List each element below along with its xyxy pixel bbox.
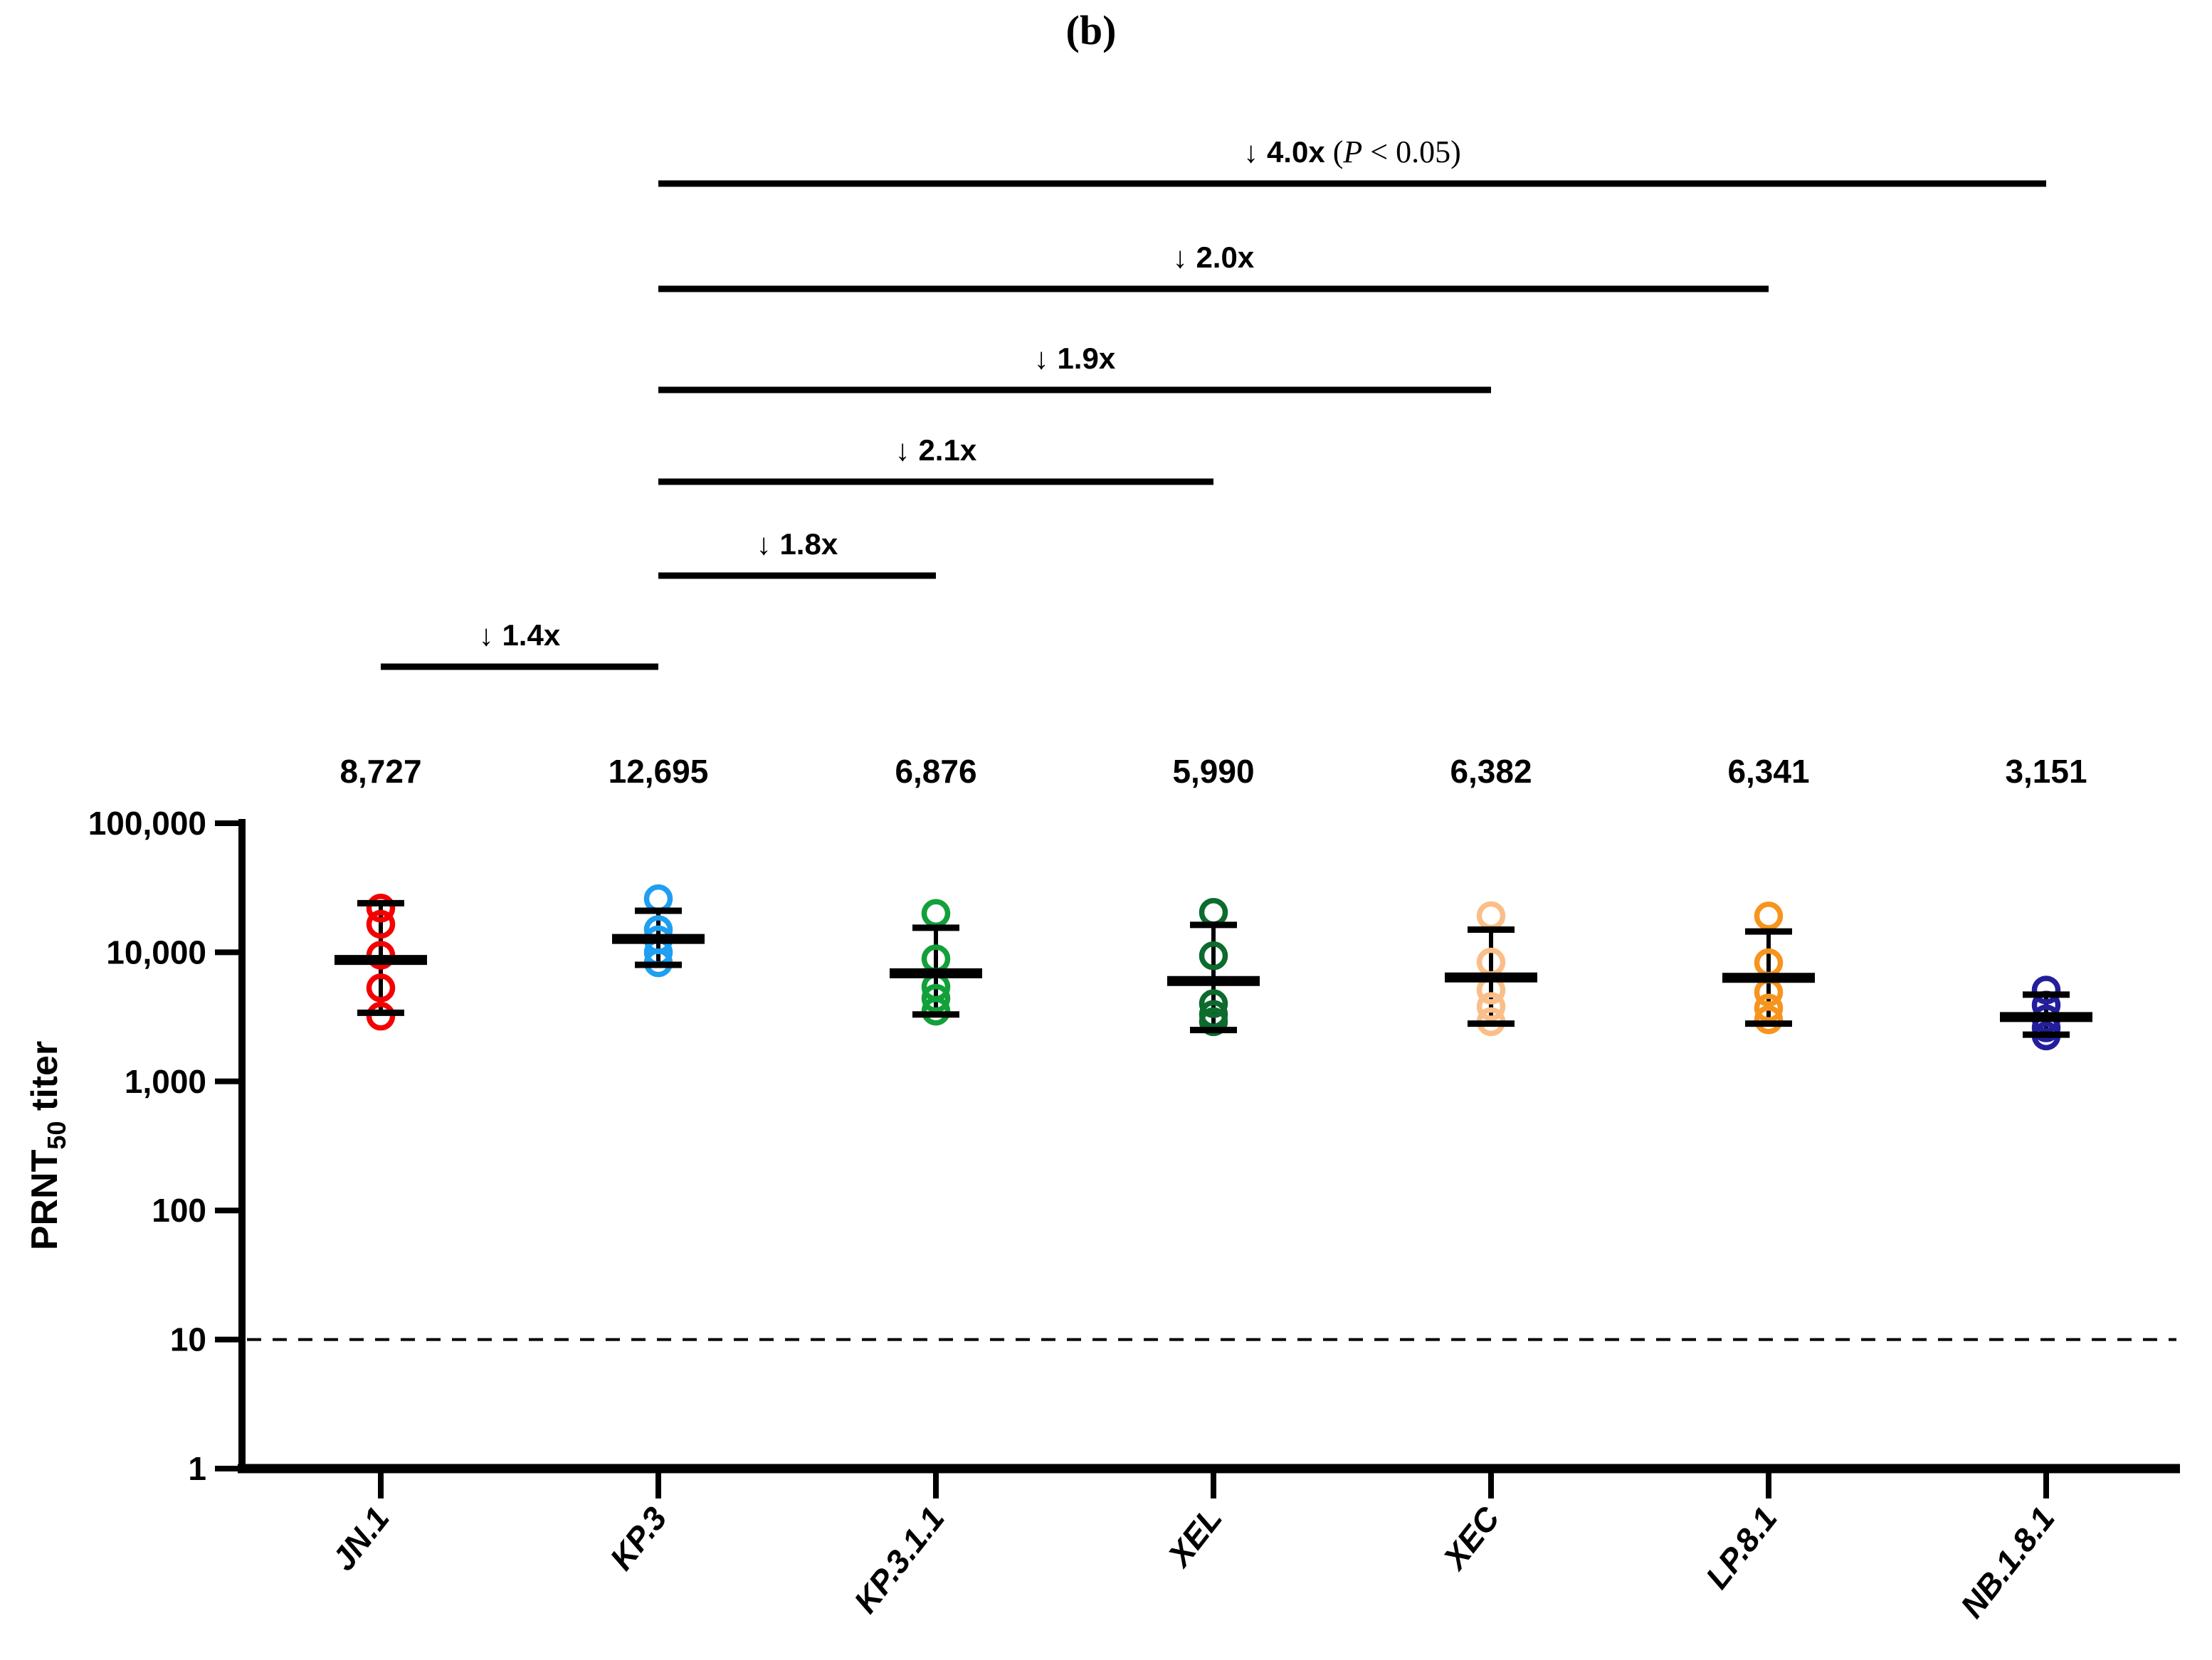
y-axis-title: PRNT50 titer: [24, 1041, 71, 1250]
gmt-value-label: 12,695: [609, 753, 709, 790]
data-point: [1199, 897, 1228, 927]
x-tick-label: LP.8.1: [1698, 1500, 1784, 1595]
x-tick-label: JN.1: [325, 1500, 396, 1577]
x-tick-label: XEL: [1159, 1500, 1229, 1575]
variant-group: [612, 884, 705, 978]
y-tick-label: 100: [152, 1192, 206, 1229]
x-tick-label: KP.3.1.1: [846, 1500, 952, 1619]
y-tick-label: 1: [188, 1450, 206, 1487]
data-point: [1476, 992, 1506, 1021]
gmt-value-label: 3,151: [2005, 753, 2087, 790]
data-point: [1199, 1007, 1228, 1037]
data-point: [1199, 941, 1228, 971]
data-point: [2031, 976, 2061, 1005]
x-tick-label: XEC: [1435, 1500, 1507, 1578]
x-tick-label: KP.3: [603, 1500, 675, 1577]
comparison-label: ↓ 2.1x: [895, 433, 977, 467]
gmt-value-label: 6,341: [1727, 753, 1809, 790]
gmt-value-label: 8,727: [339, 753, 421, 790]
data-series: [335, 884, 2092, 1051]
gmt-value-label: 6,876: [895, 753, 976, 790]
variant-group: [2000, 976, 2092, 1051]
gmt-value-label: 5,990: [1172, 753, 1254, 790]
variant-group: [1445, 901, 1537, 1037]
comparison-label: ↓ 2.0x: [1173, 240, 1255, 274]
y-tick-label: 10,000: [106, 934, 206, 971]
data-point: [1199, 989, 1228, 1018]
data-point: [366, 894, 396, 923]
data-point: [1476, 901, 1506, 931]
data-point: [366, 973, 396, 1003]
x-tick-label: NB.1.8.1: [1953, 1500, 2062, 1624]
figure-label: (b): [1066, 7, 1117, 53]
variant-group: [1167, 897, 1260, 1037]
data-point: [1754, 1005, 1784, 1035]
comparison-label: ↓ 1.4x: [479, 618, 561, 652]
variant-group: [890, 899, 982, 1026]
gmt-labels: 8,727 12,695 6,876 5,990 6,382 6,341 3,151: [339, 753, 2087, 790]
comparison-label: ↓ 1.9x: [1034, 342, 1116, 375]
data-point: [921, 996, 951, 1026]
gmt-value-label: 6,382: [1450, 753, 1532, 790]
data-point: [921, 983, 951, 1013]
variant-group: [335, 894, 427, 1031]
comparison-label: ↓ 4.0x (P < 0.05): [1243, 134, 1460, 169]
data-point: [366, 909, 396, 939]
y-tick-label: 100,000: [88, 805, 206, 842]
data-point: [366, 1001, 396, 1031]
comparison-bars: ↓ 4.0x (P < 0.05) ↓ 2.0x ↓ 1.9x ↓ 2.1x ↓ 1.8…: [381, 134, 2046, 670]
data-point: [1754, 993, 1784, 1022]
data-point: [921, 899, 951, 929]
variant-group: [1722, 902, 1815, 1035]
comparison-label: ↓ 1.8x: [757, 527, 838, 561]
axes: 100,000 10,000 1,000 100 10 1 PRNT50 titer JN.1…: [24, 805, 2180, 1624]
data-point: [643, 884, 673, 914]
y-tick-label: 10: [170, 1321, 206, 1358]
data-point: [1754, 902, 1784, 931]
y-tick-label: 1,000: [125, 1063, 206, 1100]
